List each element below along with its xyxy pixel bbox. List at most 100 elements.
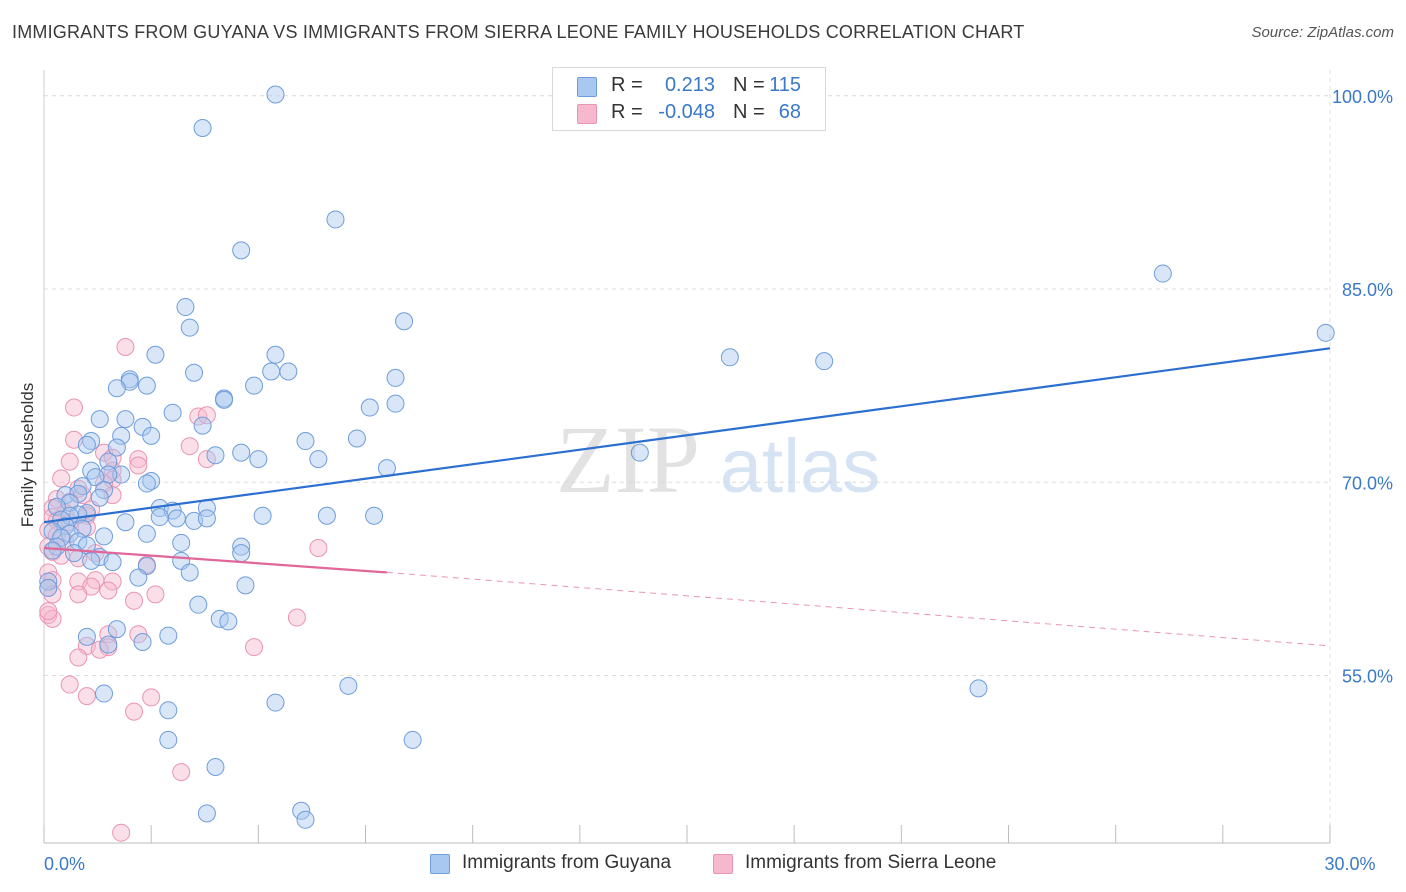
guyana-point [77,435,96,454]
legend-n-label: N = [733,101,765,123]
sierra-leone-point [180,437,199,456]
guyana-point [720,348,739,367]
guyana-point [266,693,285,712]
legend-row-guyana: R = 0.213 N = 115 [553,74,825,102]
guyana-point [150,508,169,527]
sierra-leone-point [197,406,216,425]
guyana-point [193,118,212,137]
guyana-point [197,509,216,528]
legend-n-value: 68 [778,101,801,123]
guyana-point [39,578,58,597]
guyana-point [159,626,178,645]
guyana-point [262,362,281,381]
sierra-leone-point [90,640,109,659]
legend-r-value: 0.213 [664,74,715,96]
guyana-point [969,679,988,698]
guyana-point [99,452,118,471]
sierra-leone-point [69,585,88,604]
guyana-point [137,376,156,395]
guyana-point [112,426,131,445]
guyana-point [232,544,251,563]
sierra-leone-point [129,456,148,475]
guyana-point [266,345,285,364]
guyana-point [1153,264,1172,283]
sierra-leone-point [65,398,84,417]
guyana-point [99,635,118,654]
sierra-leone-point [103,572,122,591]
guyana-point [815,352,834,371]
bottom-legend-swatch-guyana [430,854,450,874]
sierra-leone-trend-extension [386,571,1331,647]
guyana-point [137,524,156,543]
sierra-leone-points [39,337,328,842]
sierra-leone-point [52,469,71,488]
sierra-leone-point [99,625,118,644]
sierra-leone-point [309,538,328,557]
guyana-point [107,438,126,457]
guyana-point [163,403,182,422]
watermark-atlas: atlas [720,424,881,509]
guyana-point [172,533,191,552]
guyana-point [159,730,178,749]
guyana-point [180,318,199,337]
sierra-leone-point [287,608,306,627]
watermark-zip: ZIP [556,406,700,513]
bottom-legend-swatch-sierra-leone [713,854,733,874]
legend-r-value: -0.048 [658,101,715,123]
guyana-point [189,595,208,614]
tick-labels: 55.0% 70.0% 85.0% 100.0% 0.0% 30.0% [44,87,1393,874]
guyana-point [236,576,255,595]
sierra-leone-point [125,702,144,721]
guyana-point [142,426,161,445]
sierra-leone-point [69,648,88,667]
sierra-leone-trend-line [43,546,388,574]
guyana-point [180,563,199,582]
sierra-leone-point [146,585,165,604]
sierra-leone-point [129,450,148,469]
guyana-point [347,429,366,448]
sierra-leone-point [245,638,264,657]
guyana-point [95,684,114,703]
sierra-leone-point [60,675,79,694]
chart-title: IMMIGRANTS FROM GUYANA VS IMMIGRANTS FRO… [12,22,1025,42]
guyana-point [107,620,126,639]
guyana-point [185,363,204,382]
legend-n-value: 115 [769,74,801,96]
sierra-leone-point [39,602,58,621]
guyana-point [112,465,131,484]
guyana-point [386,394,405,413]
y-axis-label: Family Households [18,383,37,528]
bottom-legend-label-sierra-leone: Immigrants from Sierra Leone [745,852,997,873]
y-tick-label: 70.0% [1342,473,1393,493]
guyana-point [630,443,649,462]
bottom-legend-label-guyana: Immigrants from Guyana [462,852,672,873]
y-tick-label: 100.0% [1332,87,1393,107]
guyana-point [107,379,126,398]
guyana-point [65,544,84,563]
guyana-point [279,362,298,381]
guyana-point [403,730,422,749]
guyana-point [95,527,114,546]
legend-swatch-sierra-leone [577,104,597,124]
guyana-point [296,432,315,451]
guyana-point [317,506,336,525]
y-tick-label: 55.0% [1342,667,1393,687]
guyana-point [232,443,251,462]
guyana-point [215,390,234,409]
guyana-point [52,528,71,547]
watermark: ZIP atlas [556,406,880,513]
guyana-point [292,801,311,820]
guyana-point [245,376,264,395]
legend-row-sierra-leone: R = -0.048 N = 68 [553,101,825,129]
guyana-point [386,368,405,387]
guyana-point [249,450,268,469]
guyana-point [326,210,345,229]
sierra-leone-point [116,337,135,356]
guyana-point [116,410,135,429]
sierra-leone-point [142,688,161,707]
guyana-point [176,298,195,317]
sierra-leone-point [197,450,216,469]
sierra-leone-point [99,581,118,600]
legend-n-label: N = [733,74,765,96]
guyana-point [82,551,101,570]
